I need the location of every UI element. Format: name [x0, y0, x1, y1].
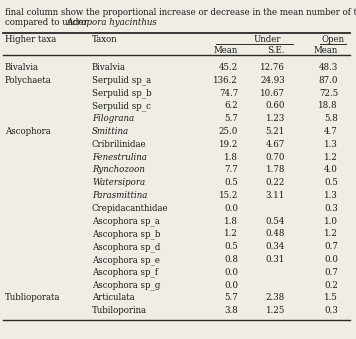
Text: 15.2: 15.2: [219, 191, 238, 200]
Text: Ascophora: Ascophora: [5, 127, 51, 136]
Text: 0.70: 0.70: [266, 153, 285, 162]
Text: final column show the proportional increase or decrease in the mean number of th: final column show the proportional incre…: [5, 8, 356, 17]
Text: 0.22: 0.22: [266, 178, 285, 187]
Text: 0.3: 0.3: [324, 306, 338, 315]
Text: Bivalvia: Bivalvia: [5, 63, 39, 72]
Text: 1.2: 1.2: [224, 230, 238, 238]
Text: 18.8: 18.8: [318, 101, 338, 111]
Text: 25.0: 25.0: [219, 127, 238, 136]
Text: Watersipora: Watersipora: [92, 178, 145, 187]
Text: 0.54: 0.54: [266, 217, 285, 225]
Text: Polychaeta: Polychaeta: [5, 76, 52, 85]
Text: 1.78: 1.78: [266, 165, 285, 174]
Text: 5.8: 5.8: [324, 114, 338, 123]
Text: 0.2: 0.2: [324, 281, 338, 290]
Text: 1.0: 1.0: [324, 217, 338, 225]
Text: 0.7: 0.7: [324, 268, 338, 277]
Text: Mean: Mean: [314, 46, 338, 55]
Text: 12.76: 12.76: [260, 63, 285, 72]
Text: 1.2: 1.2: [324, 230, 338, 238]
Text: Smittina: Smittina: [92, 127, 129, 136]
Text: 0.5: 0.5: [224, 242, 238, 251]
Text: 0.5: 0.5: [324, 178, 338, 187]
Text: 1.2: 1.2: [324, 153, 338, 162]
Text: Open: Open: [322, 35, 345, 44]
Text: Articulata: Articulata: [92, 293, 135, 302]
Text: 1.8: 1.8: [224, 217, 238, 225]
Text: Ascophora sp_a: Ascophora sp_a: [92, 217, 160, 226]
Text: Fenestrulina: Fenestrulina: [92, 153, 147, 162]
Text: S.E.: S.E.: [267, 46, 285, 55]
Text: 1.25: 1.25: [266, 306, 285, 315]
Text: Parasmittina: Parasmittina: [92, 191, 147, 200]
Text: 0.7: 0.7: [324, 242, 338, 251]
Text: Ascophora sp_e: Ascophora sp_e: [92, 255, 160, 265]
Text: Ascophora sp_f: Ascophora sp_f: [92, 268, 158, 278]
Text: 24.93: 24.93: [260, 76, 285, 85]
Text: Bivalvia: Bivalvia: [92, 63, 126, 72]
Text: Mean: Mean: [214, 46, 238, 55]
Text: 0.3: 0.3: [324, 204, 338, 213]
Text: 0.8: 0.8: [224, 255, 238, 264]
Text: 4.0: 4.0: [324, 165, 338, 174]
Text: 19.2: 19.2: [219, 140, 238, 149]
Text: 10.67: 10.67: [260, 88, 285, 98]
Text: 1.23: 1.23: [266, 114, 285, 123]
Text: Tublioporata: Tublioporata: [5, 293, 61, 302]
Text: 5.21: 5.21: [266, 127, 285, 136]
Text: 1.3: 1.3: [324, 191, 338, 200]
Text: Taxon: Taxon: [92, 35, 117, 44]
Text: Ascophora sp_g: Ascophora sp_g: [92, 281, 160, 290]
Text: 4.67: 4.67: [266, 140, 285, 149]
Text: Higher taxa: Higher taxa: [5, 35, 56, 44]
Text: Serpulid sp_a: Serpulid sp_a: [92, 76, 151, 85]
Text: Ascophora sp_b: Ascophora sp_b: [92, 230, 160, 239]
Text: 4.7: 4.7: [324, 127, 338, 136]
Text: 5.7: 5.7: [224, 114, 238, 123]
Text: 7.7: 7.7: [224, 165, 238, 174]
Text: 0.0: 0.0: [324, 255, 338, 264]
Text: 1.3: 1.3: [324, 140, 338, 149]
Text: 3.11: 3.11: [266, 191, 285, 200]
Text: 87.0: 87.0: [319, 76, 338, 85]
Text: 0.0: 0.0: [224, 281, 238, 290]
Text: Rynchozoon: Rynchozoon: [92, 165, 145, 174]
Text: 2.38: 2.38: [266, 293, 285, 302]
Text: 72.5: 72.5: [319, 88, 338, 98]
Text: 0.5: 0.5: [224, 178, 238, 187]
Text: 3.8: 3.8: [224, 306, 238, 315]
Text: 5.7: 5.7: [224, 293, 238, 302]
Text: Serpulid sp_b: Serpulid sp_b: [92, 88, 152, 98]
Text: Crepidacanthidae: Crepidacanthidae: [92, 204, 169, 213]
Text: Cribrilinidae: Cribrilinidae: [92, 140, 147, 149]
Text: 45.2: 45.2: [219, 63, 238, 72]
Text: 0.0: 0.0: [224, 268, 238, 277]
Text: 74.7: 74.7: [219, 88, 238, 98]
Text: 0.0: 0.0: [224, 204, 238, 213]
Text: 1.5: 1.5: [324, 293, 338, 302]
Text: Acropora hyacinthus: Acropora hyacinthus: [67, 18, 158, 27]
Text: Ascophora sp_d: Ascophora sp_d: [92, 242, 160, 252]
Text: 136.2: 136.2: [213, 76, 238, 85]
Text: Tubiloporina: Tubiloporina: [92, 306, 147, 315]
Text: compared to under: compared to under: [5, 18, 90, 27]
Text: 0.60: 0.60: [266, 101, 285, 111]
Text: Filograna: Filograna: [92, 114, 134, 123]
Text: Under: Under: [253, 35, 281, 44]
Text: 0.48: 0.48: [266, 230, 285, 238]
Text: 0.34: 0.34: [266, 242, 285, 251]
Text: 1.8: 1.8: [224, 153, 238, 162]
Text: Serpulid sp_c: Serpulid sp_c: [92, 101, 151, 111]
Text: 0.31: 0.31: [266, 255, 285, 264]
Text: 6.2: 6.2: [224, 101, 238, 111]
Text: 48.3: 48.3: [319, 63, 338, 72]
